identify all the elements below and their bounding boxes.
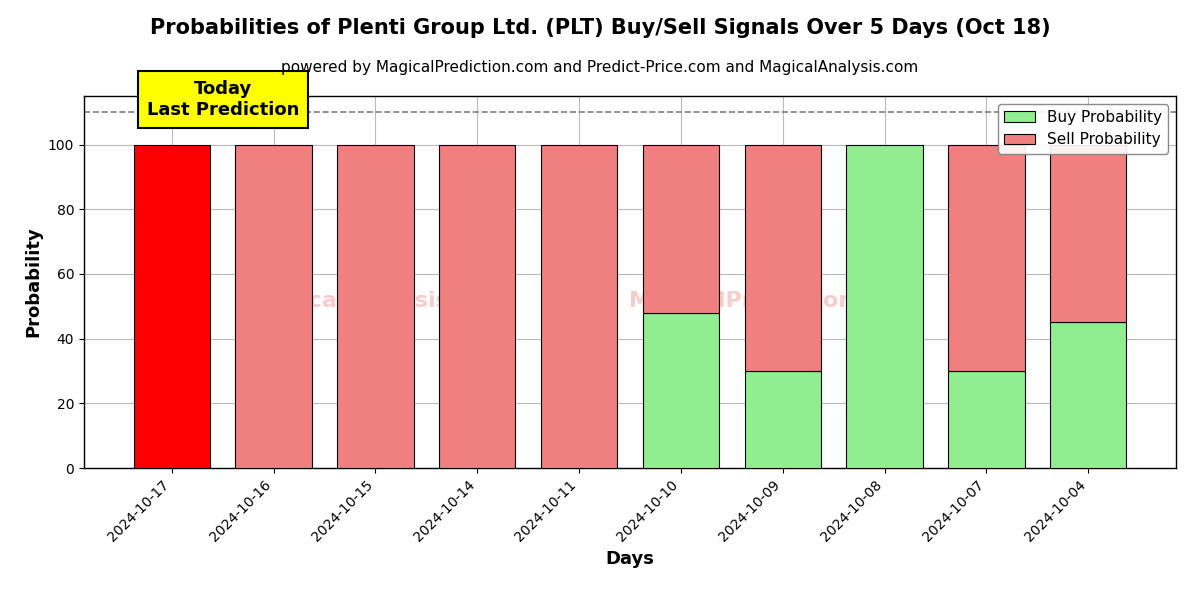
Bar [643,313,719,468]
Bar [744,371,821,468]
Legend: Buy Probability, Sell Probability: Buy Probability, Sell Probability [998,104,1169,154]
Bar [948,371,1025,468]
Bar [744,145,821,371]
Text: Probabilities of Plenti Group Ltd. (PLT) Buy/Sell Signals Over 5 Days (Oct 18): Probabilities of Plenti Group Ltd. (PLT)… [150,18,1050,38]
Bar [439,145,516,468]
Y-axis label: Probability: Probability [24,227,42,337]
Bar [541,145,617,468]
Text: Today
Last Prediction: Today Last Prediction [146,80,299,119]
Bar [643,145,719,313]
Bar [948,145,1025,371]
Bar [235,145,312,468]
X-axis label: Days: Days [606,550,654,568]
Bar [846,145,923,468]
Bar [1050,145,1127,322]
Text: MagicalPrediction.com: MagicalPrediction.com [629,290,914,311]
Bar [133,145,210,468]
Bar [337,145,414,468]
Bar [1050,322,1127,468]
Text: powered by MagicalPrediction.com and Predict-Price.com and MagicalAnalysis.com: powered by MagicalPrediction.com and Pre… [281,60,919,75]
Text: MagicalAnalysis.com: MagicalAnalysis.com [248,290,510,311]
